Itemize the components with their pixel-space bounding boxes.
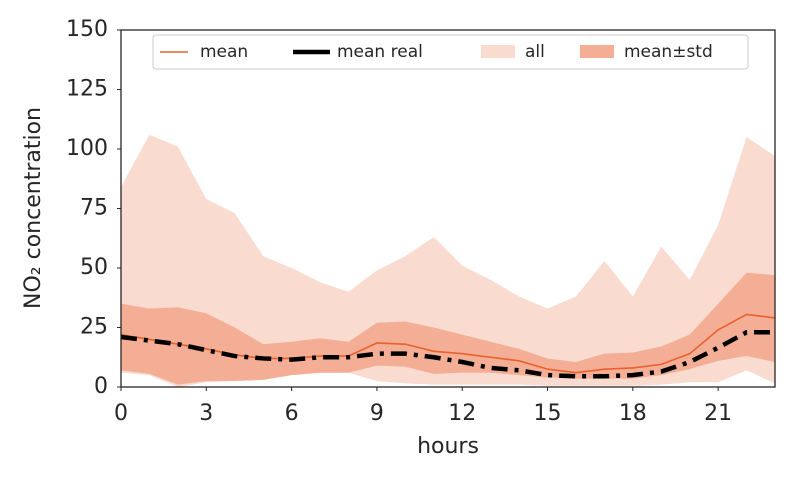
x-tick-label: 3	[199, 401, 213, 426]
x-tick-label: 18	[619, 401, 647, 426]
y-tick-label: 100	[66, 136, 108, 161]
legend-swatch	[481, 45, 515, 58]
legend-box	[152, 34, 749, 70]
legend-label: all	[525, 42, 545, 62]
x-tick-label: 15	[534, 401, 562, 426]
legend: mean mean real all mean±std	[152, 34, 749, 70]
y-tick-label: 50	[80, 255, 108, 280]
legend-label: mean	[200, 42, 248, 62]
legend-swatch	[580, 45, 614, 58]
x-axis-label: hours	[417, 434, 479, 459]
x-tick-label: 0	[114, 401, 128, 426]
y-axis-label: NO₂ concentration	[21, 107, 46, 309]
y-tick-label: 150	[66, 17, 108, 42]
y-tick-label: 125	[66, 77, 108, 102]
legend-label: mean±std	[624, 42, 713, 62]
y-tick-label: 25	[80, 315, 108, 340]
x-tick-label: 6	[285, 401, 299, 426]
x-tick-label: 21	[704, 401, 732, 426]
x-tick-label: 12	[448, 401, 476, 426]
y-tick-label: 0	[94, 374, 108, 399]
series-line	[120, 330, 775, 379]
legend-label: mean real	[337, 42, 423, 62]
y-tick-label: 75	[80, 196, 108, 221]
x-tick-label: 9	[370, 401, 384, 426]
band-area	[121, 272, 775, 385]
band-area	[121, 134, 775, 387]
